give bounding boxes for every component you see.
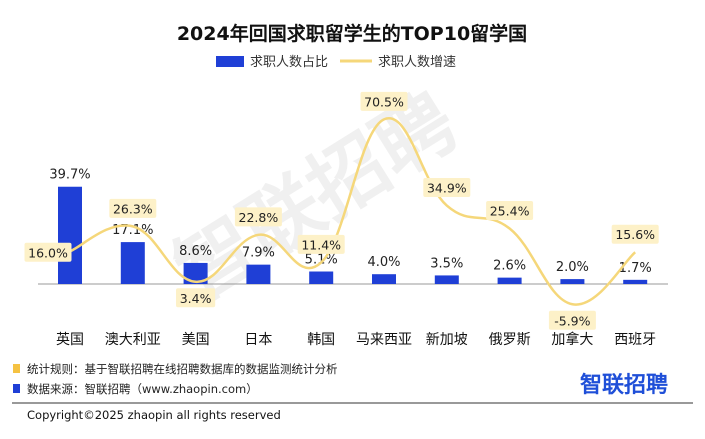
bar-2 xyxy=(183,262,208,284)
line-label-bg-1 xyxy=(109,198,157,218)
copyright: Copyright©2025 zhaopin all rights reserv… xyxy=(27,408,281,422)
legend-line-label: 求职人数增速 xyxy=(378,55,456,70)
line-label-bg-6 xyxy=(423,178,471,198)
bar-label-0: 39.7% xyxy=(49,168,90,183)
category-label-9: 西班牙 xyxy=(614,332,656,348)
line-label-7: 25.4% xyxy=(490,204,530,219)
category-label-0: 英国 xyxy=(56,331,84,348)
category-label-1: 澳大利亚 xyxy=(105,332,161,348)
line-label-bg-4 xyxy=(297,234,345,254)
bar-label-5: 4.0% xyxy=(367,255,400,270)
category-label-5: 马来西亚 xyxy=(356,332,412,348)
brand-logo: 智联招聘 xyxy=(580,372,668,398)
line-label-5: 70.5% xyxy=(364,94,404,109)
line-label-2: 3.4% xyxy=(180,291,212,306)
footer-note2-marker xyxy=(13,384,20,393)
bar-0 xyxy=(58,186,82,284)
bar-label-6: 3.5% xyxy=(430,256,463,271)
line-label-1: 26.3% xyxy=(113,201,153,216)
bar-label-3: 7.9% xyxy=(242,246,275,261)
line-label-bg-7 xyxy=(486,201,534,221)
line-label-bg-2 xyxy=(176,288,216,308)
category-label-8: 加拿大 xyxy=(551,331,593,348)
line-label-6: 34.9% xyxy=(427,181,467,196)
bar-7 xyxy=(497,277,522,284)
legend-bar-label: 求职人数占比 xyxy=(250,55,328,70)
chart-title: 2024年回国求职留学生的TOP10留学国 xyxy=(177,22,527,45)
line-label-bg-9 xyxy=(611,224,659,244)
legend-bar-swatch xyxy=(216,56,244,67)
line-label-bg-5 xyxy=(360,91,408,111)
bar-4 xyxy=(309,271,334,284)
bar-series xyxy=(58,186,648,284)
footer-note2: 数据来源：智联招聘（www.zhaopin.com） xyxy=(27,382,258,396)
line-label-bg-8 xyxy=(548,310,596,330)
line-label-4: 11.4% xyxy=(301,237,341,252)
bar-label-2: 8.6% xyxy=(179,244,212,259)
bar-1 xyxy=(120,242,145,284)
category-labels: 英国 澳大利亚 美国 日本 韩国 马来西亚 新加坡 俄罗斯 加拿大 西班牙 xyxy=(56,331,656,348)
bar-9 xyxy=(623,279,648,284)
bar-label-7: 2.6% xyxy=(493,259,526,274)
category-label-4: 韩国 xyxy=(307,332,335,348)
category-label-2: 美国 xyxy=(182,332,210,348)
growth-line xyxy=(69,117,637,306)
category-label-3: 日本 xyxy=(244,332,272,348)
bar-data-labels: 39.7% 17.1% 8.6% 7.9% 5.1% 4.0% 3.5% 2.6% 2.0% 1.… xyxy=(49,168,651,276)
bar-5 xyxy=(372,274,396,284)
category-label-7: 俄罗斯 xyxy=(489,332,531,348)
bar-3 xyxy=(246,264,271,284)
bar-6 xyxy=(434,275,459,284)
line-label-0: 16.0% xyxy=(28,245,68,260)
line-data-labels: 16.0% 26.3% 3.4% 22.8% 11.4% 70.5% 34.9% 25.4% -… xyxy=(24,91,659,330)
footer-note1-marker xyxy=(13,364,20,373)
footer-note1: 统计规则：基于智联招聘在线招聘数据库的数据监测统计分析 xyxy=(27,362,338,376)
bar-label-9: 1.7% xyxy=(619,261,652,276)
bar-label-8: 2.0% xyxy=(556,260,589,275)
line-label-3: 22.8% xyxy=(239,210,279,225)
category-label-6: 新加坡 xyxy=(426,332,468,348)
line-label-9: 15.6% xyxy=(615,227,655,242)
bar-label-1: 17.1% xyxy=(112,223,153,238)
line-label-bg-3 xyxy=(234,207,282,227)
bar-8 xyxy=(560,279,585,284)
line-label-8: -5.9% xyxy=(554,313,590,328)
bar-label-4: 5.1% xyxy=(305,253,338,268)
line-label-bg-0 xyxy=(24,242,72,262)
